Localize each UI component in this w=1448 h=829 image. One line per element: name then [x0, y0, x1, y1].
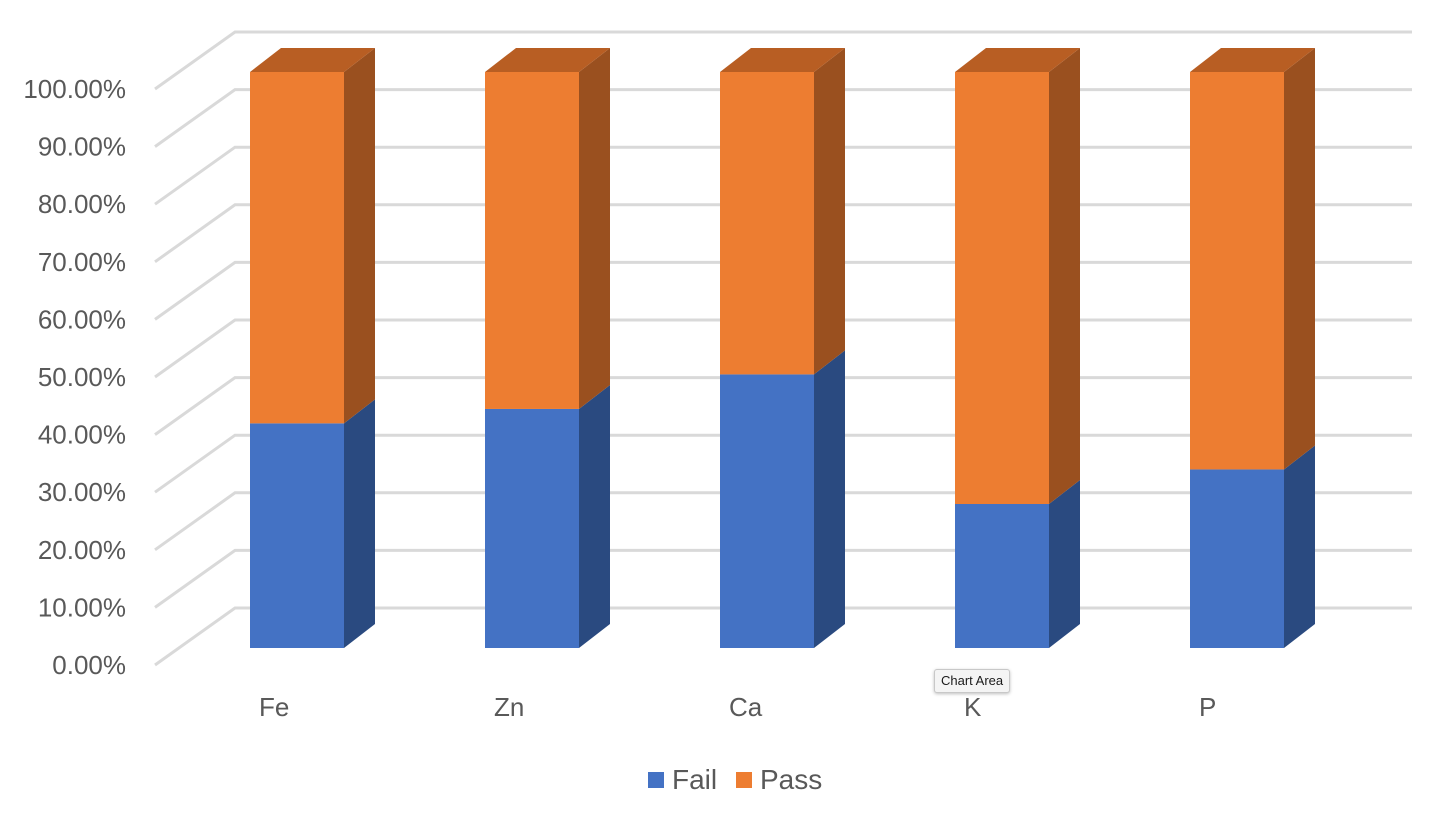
- bar-pass-side-ca: [814, 48, 845, 375]
- bar-fail-zn[interactable]: [485, 408, 579, 648]
- bar-fail-p[interactable]: [1190, 469, 1284, 648]
- bar-fail-fe[interactable]: [250, 423, 344, 648]
- y-axis-tick-labels: 0.00% 10.00% 20.00% 30.00% 40.00% 50.00% 60.00…: [23, 74, 126, 680]
- x-axis-category-labels: Fe Zn Ca K P: [259, 692, 1216, 722]
- bar-group-zn[interactable]: [485, 48, 610, 648]
- legend-label-pass: Pass: [760, 764, 822, 795]
- y-tick-label-3: 30.00%: [38, 477, 126, 507]
- bar-pass-side-k: [1049, 48, 1080, 504]
- x-category-label-zn: Zn: [494, 692, 524, 722]
- bar-fail-ca[interactable]: [720, 374, 814, 648]
- legend-swatch-pass: [736, 772, 752, 788]
- bar-fail-side-fe: [344, 399, 375, 648]
- y-tick-label-8: 80.00%: [38, 189, 126, 219]
- y-tick-label-10: 100.00%: [23, 74, 126, 104]
- bar-top-k: [955, 48, 1080, 72]
- y-tick-label-0: 0.00%: [52, 650, 126, 680]
- chart-area-tooltip: Chart Area: [934, 669, 1011, 693]
- y-tick-label-4: 40.00%: [38, 420, 126, 450]
- gridline-10: [154, 30, 1412, 91]
- bar-top-zn: [485, 48, 610, 72]
- y-tick-label-1: 10.00%: [38, 592, 126, 622]
- bar-group-k[interactable]: [955, 48, 1080, 648]
- bar-pass-side-zn: [579, 48, 610, 409]
- legend-swatch-fail: [648, 772, 664, 788]
- y-tick-label-5: 50.00%: [38, 362, 126, 392]
- y-tick-label-9: 90.00%: [38, 132, 126, 162]
- bar-pass-p[interactable]: [1190, 72, 1284, 470]
- x-category-label-fe: Fe: [259, 692, 289, 722]
- x-category-label-p: P: [1199, 692, 1216, 722]
- bar-top-p: [1190, 48, 1315, 72]
- bar-fail-side-k: [1049, 480, 1080, 648]
- bar-group-fe[interactable]: [250, 48, 375, 648]
- bar-fail-k[interactable]: [955, 504, 1049, 648]
- y-tick-label-6: 60.00%: [38, 304, 126, 334]
- bar-fail-side-zn: [579, 384, 610, 648]
- bar-fail-side-ca: [814, 350, 845, 648]
- legend-item-fail[interactable]: Fail: [648, 764, 717, 795]
- bar-pass-k[interactable]: [955, 72, 1049, 504]
- bar-pass-ca[interactable]: [720, 72, 814, 375]
- bar-pass-side-fe: [344, 48, 375, 424]
- y-tick-label-7: 70.00%: [38, 247, 126, 277]
- x-category-label-ca: Ca: [729, 692, 763, 722]
- bar-group-ca[interactable]: [720, 48, 845, 648]
- bars: [250, 48, 1315, 648]
- bar-pass-fe[interactable]: [250, 72, 344, 424]
- legend[interactable]: Fail Pass: [648, 764, 822, 795]
- x-category-label-k: K: [964, 692, 982, 722]
- bar-pass-zn[interactable]: [485, 72, 579, 409]
- legend-item-pass[interactable]: Pass: [736, 764, 822, 795]
- legend-label-fail: Fail: [672, 764, 717, 795]
- bar-group-p[interactable]: [1190, 48, 1315, 648]
- y-tick-label-2: 20.00%: [38, 535, 126, 565]
- bar-top-fe: [250, 48, 375, 72]
- bar-fail-side-p: [1284, 445, 1315, 648]
- bar-pass-side-p: [1284, 48, 1315, 470]
- bar-top-ca: [720, 48, 845, 72]
